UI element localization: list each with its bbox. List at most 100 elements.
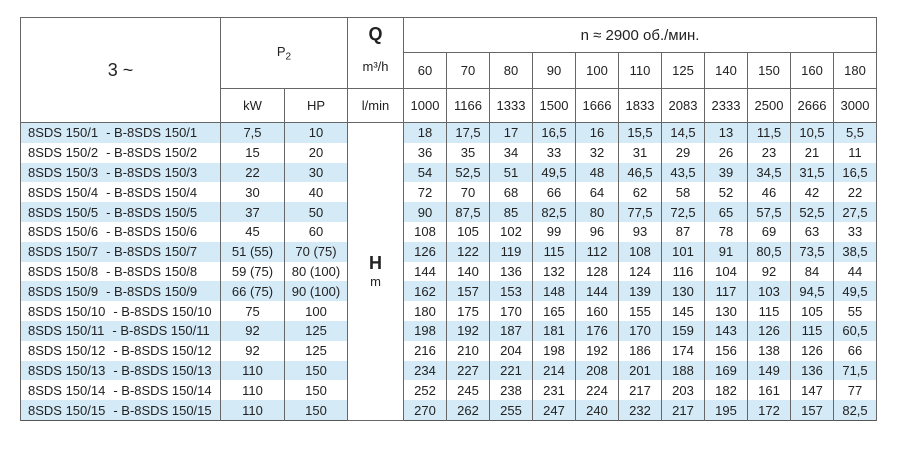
head-value: 58 [661, 182, 705, 203]
head-value: 172 [747, 400, 791, 421]
model-variant: - B-8SDS 150/5 [106, 204, 198, 220]
model-name: 8SDS 150/10 [28, 303, 106, 319]
table-row: 8SDS 150/7 - B-8SDS 150/7 51 (55) 70 (75) 12… [20, 241, 877, 262]
head-value: 82,5 [833, 400, 877, 421]
kw-value: 45 [220, 221, 285, 242]
kw-value: 110 [220, 380, 285, 401]
head-value: 262 [446, 400, 490, 421]
model-name: 8SDS 150/2 [28, 145, 99, 161]
head-value: 87,5 [446, 202, 490, 222]
head-value: 148 [532, 281, 576, 302]
flow-m3h-value: 150 [747, 52, 791, 89]
head-value: 72 [403, 182, 447, 203]
head-value: 214 [532, 360, 576, 381]
head-value: 176 [575, 320, 619, 341]
q-label: Q [368, 24, 383, 44]
hp-value: 30 [284, 162, 348, 183]
head-value: 112 [575, 241, 619, 262]
head-value: 182 [704, 380, 748, 401]
kw-value: 37 [220, 202, 285, 222]
head-value: 94,5 [790, 281, 834, 302]
table-row: 8SDS 150/11 - B-8SDS 150/11 92 125 198 192 187… [20, 320, 877, 341]
head-value: 10,5 [790, 122, 834, 143]
head-value: 188 [661, 360, 705, 381]
head-value: 68 [489, 182, 533, 203]
model-cell: 8SDS 150/7 - B-8SDS 150/7 [20, 241, 221, 262]
head-value: 57,5 [747, 202, 791, 222]
model-name: 8SDS 150/1 [28, 125, 99, 141]
head-value: 187 [489, 320, 533, 341]
head-value: 91 [704, 241, 748, 262]
head-value: 270 [403, 400, 447, 421]
head-value: 201 [618, 360, 662, 381]
table-row: 8SDS 150/4 - B-8SDS 150/4 30 40 72 70 68 66 64 62… [20, 182, 877, 203]
model-variant: - B-8SDS 150/14 [113, 382, 212, 398]
flow-m3h-value: 110 [618, 52, 662, 89]
h-label: H [369, 253, 382, 274]
head-value: 78 [704, 221, 748, 242]
head-value: 52,5 [790, 202, 834, 222]
head-value: 136 [790, 360, 834, 381]
head-value: 18 [403, 122, 447, 143]
head-value: 119 [489, 241, 533, 262]
kw-value: 75 [220, 301, 285, 321]
hp-value: 150 [284, 400, 348, 421]
head-value: 143 [704, 320, 748, 341]
h-unit: m [370, 274, 381, 290]
head-value: 27,5 [833, 202, 877, 222]
head-value: 162 [403, 281, 447, 302]
head-value: 60,5 [833, 320, 877, 341]
pump-performance-table: 3 ~ P2 Q m³/h n ≈ 2900 об./мин. 60 70 80 90… [20, 17, 877, 421]
head-value: 115 [790, 320, 834, 341]
head-value: 35 [446, 142, 490, 163]
head-value: 63 [790, 221, 834, 242]
head-value: 80 [575, 202, 619, 222]
head-value: 160 [575, 301, 619, 321]
model-variant: - B-8SDS 150/15 [113, 402, 212, 418]
flow-m3h-value: 160 [790, 52, 834, 89]
model-cell: 8SDS 150/4 - B-8SDS 150/4 [20, 182, 221, 203]
head-value: 80,5 [747, 241, 791, 262]
flow-lmin-value: 2666 [790, 88, 834, 123]
head-value: 174 [661, 340, 705, 361]
flow-m3h-value: 90 [532, 52, 576, 89]
head-value: 42 [790, 182, 834, 203]
power-label: P [276, 43, 286, 59]
model-cell: 8SDS 150/1 - B-8SDS 150/1 [20, 122, 221, 143]
q-unit-m3h: m³/h [362, 59, 389, 74]
hp-value: 80 (100) [284, 261, 348, 282]
head-value: 101 [661, 241, 705, 262]
hp-value: 90 (100) [284, 281, 348, 302]
model-variant: - B-8SDS 150/9 [106, 283, 198, 299]
head-value: 85 [489, 202, 533, 222]
model-variant: - B-8SDS 150/7 [106, 244, 198, 260]
kw-value: 110 [220, 360, 285, 381]
kw-value: 51 (55) [220, 241, 285, 262]
head-value: 33 [833, 221, 877, 242]
model-variant: - B-8SDS 150/8 [106, 263, 198, 279]
hp-value: 150 [284, 380, 348, 401]
head-value: 13 [704, 122, 748, 143]
kw-value: 7,5 [220, 122, 285, 143]
head-value: 117 [704, 281, 748, 302]
hp-value: 50 [284, 202, 348, 222]
q-unit-lmin: l/min [347, 88, 404, 123]
head-value: 16,5 [833, 162, 877, 183]
head-value: 186 [618, 340, 662, 361]
head-value: 23 [747, 142, 791, 163]
head-value: 49,5 [532, 162, 576, 183]
power-header: P2 [220, 17, 348, 89]
head-value: 255 [489, 400, 533, 421]
head-value: 103 [747, 281, 791, 302]
head-value: 108 [618, 241, 662, 262]
kw-value: 66 (75) [220, 281, 285, 302]
flow-m3h-value: 60 [403, 52, 447, 89]
head-value: 155 [618, 301, 662, 321]
table-row: 8SDS 150/6- B-8SDS 150/6 45 60 108 105 102 99 9… [20, 221, 877, 242]
head-value: 77 [833, 380, 877, 401]
table-row: 8SDS 150/15 - B-8SDS 150/15 110 150 270 262 25… [20, 400, 877, 421]
head-value: 43,5 [661, 162, 705, 183]
kw-value: 22 [220, 162, 285, 183]
table-row: 8SDS 150/2 - B-8SDS 150/2 15 20 36 35 34 33 32 31… [20, 142, 877, 163]
head-value: 66 [532, 182, 576, 203]
